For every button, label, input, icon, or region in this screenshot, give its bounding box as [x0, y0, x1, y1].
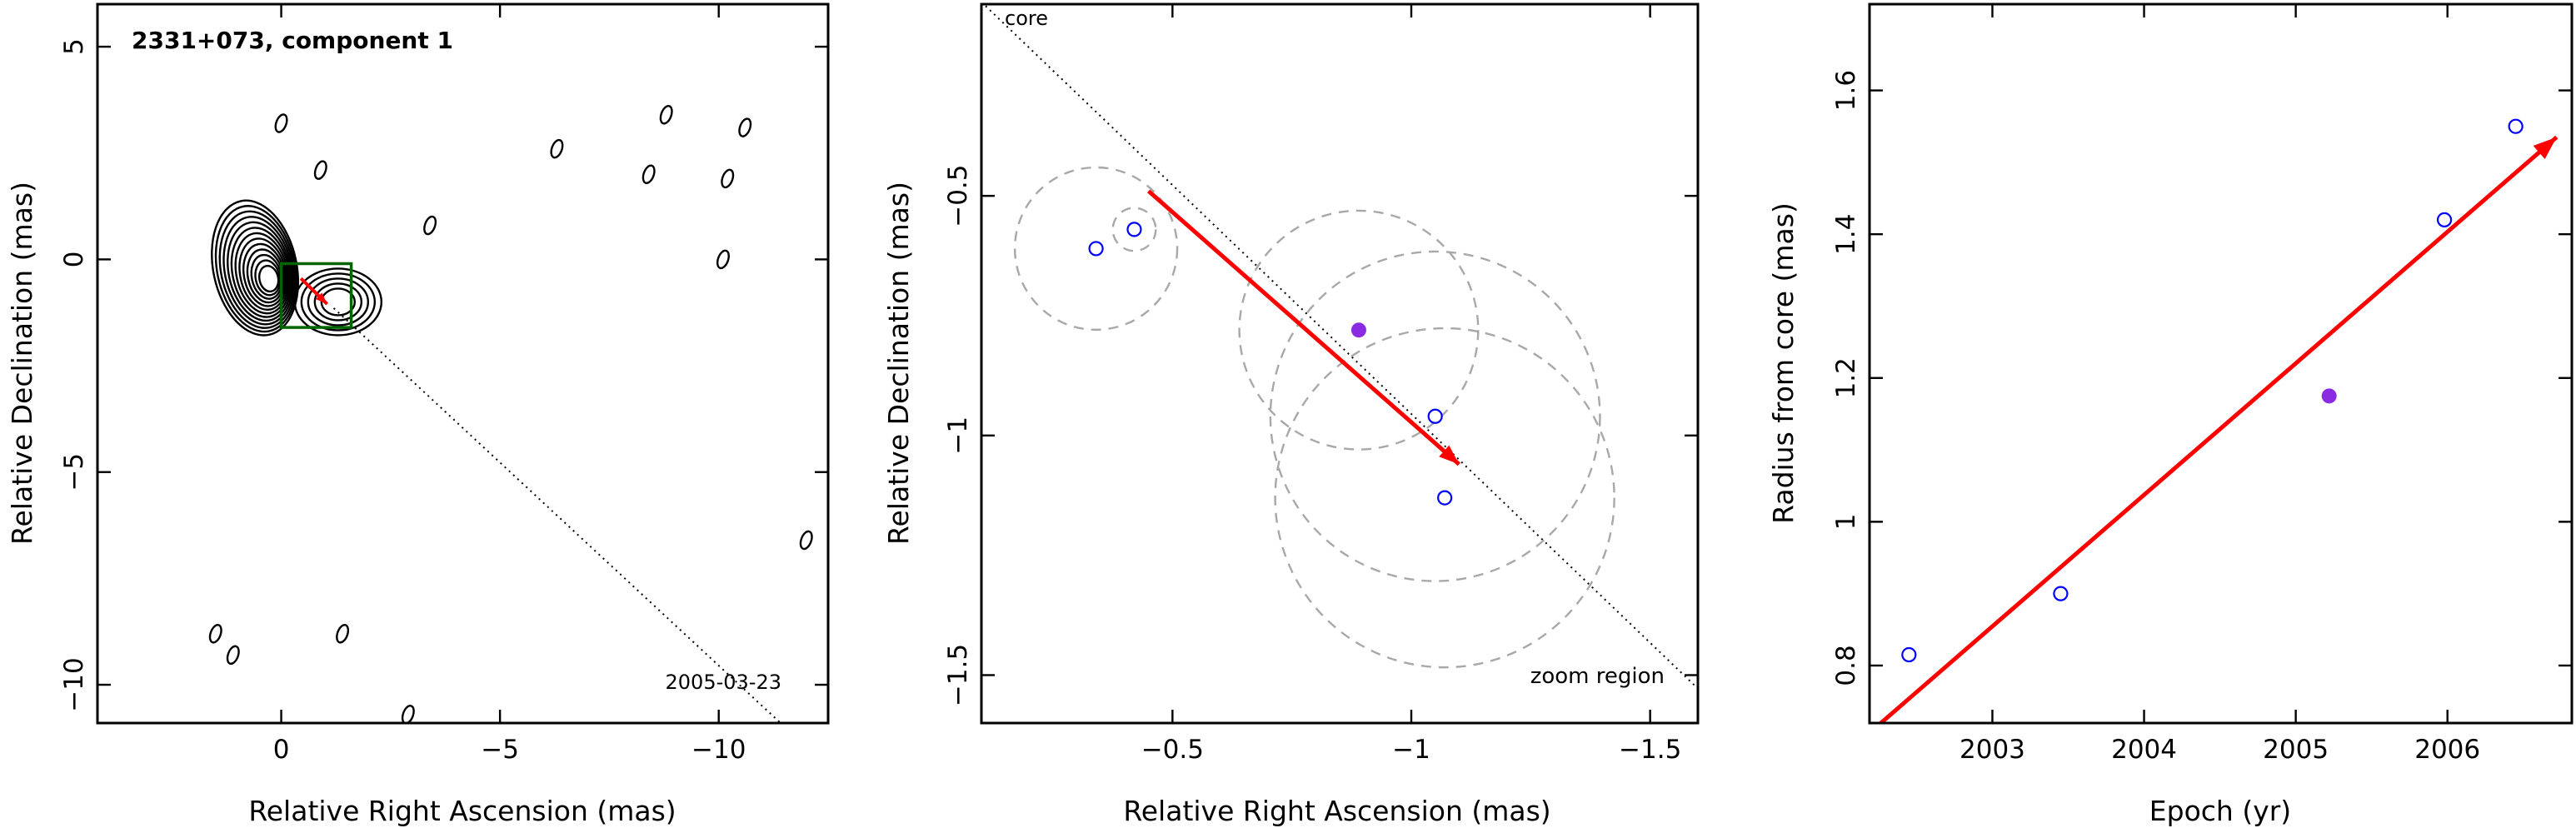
motion-vector-head	[315, 292, 327, 305]
zoom-ticks: −0.5 −1 −1.5 −0.5 −1 −1.5	[943, 4, 1698, 765]
y-tick-label: −1	[943, 416, 973, 455]
noise-contour	[401, 705, 415, 723]
radius-ticks: 2003 2004 2005 2006 0.8 1 1.2 1.4 1.6	[1831, 4, 2572, 765]
zoom-panel: −0.5 −1 −1.5 −0.5 −1 −1.5 core zoom region Re…	[882, 2, 1700, 827]
open-point	[2053, 586, 2069, 601]
error-circle	[1274, 327, 1615, 669]
zoom-frame	[980, 2, 1700, 725]
y-tick-label: 1.2	[1831, 357, 1861, 398]
radius-plot-area	[1877, 118, 2559, 723]
core-contour	[211, 199, 300, 337]
core-contour	[214, 205, 298, 333]
map-y-axis-label: Relative Declination (mas)	[6, 182, 38, 545]
y-tick-label: −0.5	[943, 164, 973, 227]
open-point	[1126, 222, 1142, 237]
map-plot-area	[208, 105, 813, 723]
fit-vector	[1877, 135, 2559, 723]
zoom-y-axis-label: Relative Declination (mas)	[882, 182, 915, 545]
zoom-plot-area	[982, 4, 1698, 690]
error-circle	[1111, 207, 1157, 252]
x-tick-label: 2003	[1959, 735, 2025, 765]
y-tick-label: 1.4	[1831, 214, 1861, 255]
core-contour	[258, 264, 280, 293]
noise-contour	[336, 624, 350, 644]
core-contour	[230, 227, 292, 318]
map-x-axis-label: Relative Right Ascension (mas)	[248, 795, 676, 827]
filled-point	[2321, 388, 2337, 404]
jet-contour	[300, 272, 377, 332]
jet-contour	[313, 282, 363, 322]
noise-contour	[642, 164, 656, 184]
radius-frame	[1868, 2, 2574, 725]
y-tick-label: −10	[59, 657, 89, 711]
noise-contour	[721, 168, 735, 189]
epoch-label: 2005-03-23	[666, 671, 781, 694]
x-tick-label: 2006	[2414, 735, 2480, 765]
x-tick-label: −0.5	[1141, 735, 1204, 765]
noise-contour	[423, 215, 437, 236]
noise-contour	[799, 530, 813, 551]
y-tick-label: 1.6	[1831, 70, 1861, 111]
core-label: core	[1005, 7, 1048, 30]
open-point	[1088, 241, 1104, 257]
zoom-region-label: zoom region	[1530, 664, 1665, 689]
noise-contour	[550, 138, 564, 159]
x-tick-label: 2005	[2263, 735, 2329, 765]
noise-contour	[226, 645, 240, 666]
noise-contour	[274, 113, 288, 133]
noise-contour	[738, 117, 752, 137]
zoom-box	[279, 262, 353, 329]
noise-contour	[716, 249, 730, 270]
open-point	[2436, 212, 2453, 227]
jet-contour	[293, 267, 383, 337]
core-contour	[218, 210, 297, 329]
x-tick-label: 0	[273, 735, 290, 765]
x-tick-label: −5	[481, 735, 519, 765]
x-tick-label: 2004	[2111, 735, 2177, 765]
noise-contour	[659, 105, 673, 125]
y-tick-label: 0	[59, 252, 89, 268]
error-circle	[1238, 209, 1480, 451]
motion-vector	[1147, 189, 1460, 466]
radius-x-axis-label: Epoch (yr)	[2149, 795, 2291, 827]
y-tick-label: 0.8	[1831, 645, 1861, 686]
x-tick-label: −10	[691, 735, 746, 765]
noise-contour	[208, 624, 222, 644]
open-point	[2508, 118, 2524, 134]
open-point	[1427, 408, 1443, 424]
open-point	[1437, 490, 1453, 506]
position-angle-line	[332, 307, 782, 723]
jet-contour	[307, 277, 370, 327]
filled-point	[1350, 322, 1366, 338]
core-contour	[234, 232, 290, 315]
y-tick-label: 1	[1831, 513, 1861, 530]
motion-vector-head	[1439, 445, 1460, 465]
y-tick-label: −5	[59, 453, 89, 491]
map-frame	[96, 2, 830, 725]
x-tick-label: −1.5	[1619, 735, 1681, 765]
core-contour	[242, 242, 287, 307]
position-angle-line	[982, 4, 1698, 690]
fit-vector-head	[2533, 137, 2557, 160]
error-circle	[1013, 166, 1179, 332]
map-title: 2331+073, component 1	[132, 27, 453, 54]
zoom-x-axis-label: Relative Right Ascension (mas)	[1123, 795, 1550, 827]
core-contour	[254, 259, 282, 297]
jet-contour	[320, 287, 357, 317]
map-ticks: 0 −5 −10 5 0 −5 −10	[59, 4, 828, 765]
y-tick-label: −1.5	[943, 644, 973, 706]
x-tick-label: −1	[1392, 735, 1430, 765]
y-tick-label: 5	[59, 38, 89, 55]
core-contour	[238, 237, 288, 312]
noise-contour	[313, 160, 327, 180]
map-panel: 0 −5 −10 5 0 −5 −10 2331+073, component 1 2005…	[6, 2, 830, 827]
radius-panel: 2003 2004 2005 2006 0.8 1 1.2 1.4 1.6 Epoch (yr)…	[1767, 2, 2574, 827]
error-circle	[1269, 250, 1601, 582]
open-point	[1901, 646, 1917, 663]
radius-y-axis-label: Radius from core (mas)	[1767, 202, 1800, 524]
